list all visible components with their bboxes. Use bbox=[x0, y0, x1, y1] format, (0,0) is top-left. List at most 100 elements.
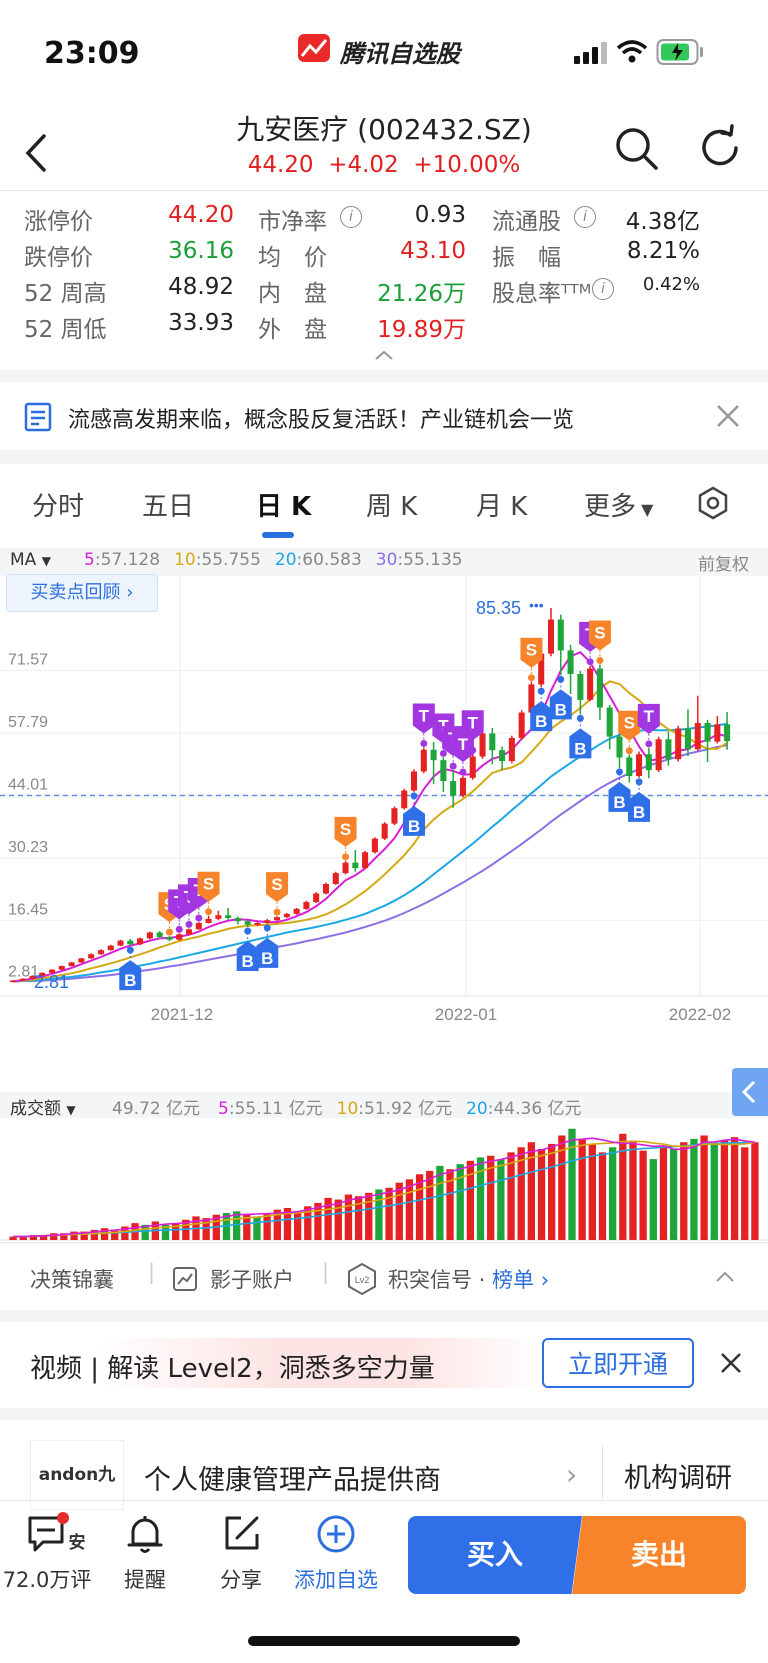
chart-expand-button[interactable] bbox=[732, 1068, 768, 1116]
trade-marker-t[interactable]: T bbox=[451, 732, 474, 776]
trade-marker-s[interactable]: S bbox=[520, 637, 543, 682]
chart-settings-icon[interactable] bbox=[696, 486, 730, 520]
refresh-icon[interactable] bbox=[696, 124, 744, 172]
trade-review-button[interactable]: 买卖点回顾 › bbox=[6, 574, 158, 612]
candle bbox=[352, 849, 359, 872]
volume-bar bbox=[375, 1189, 383, 1240]
volume-legend: 成交额 ▼ 49.72 亿元 5:55.11 亿元 10:51.92 亿元 20:4… bbox=[0, 1092, 768, 1119]
info-icon[interactable]: i bbox=[592, 278, 614, 300]
ranking-link[interactable]: 榜单 bbox=[492, 1268, 535, 1292]
candle bbox=[68, 961, 75, 967]
share-button[interactable]: 分享 bbox=[196, 1512, 286, 1594]
chevron-up-icon[interactable] bbox=[714, 1270, 736, 1284]
tools-separator: | bbox=[148, 1260, 156, 1284]
candle bbox=[234, 916, 241, 925]
price-adjust-mode[interactable]: 前复权 bbox=[698, 555, 749, 575]
comments-button[interactable]: 72.0万评 bbox=[2, 1512, 92, 1594]
decision-tips-link[interactable]: 决策锦囊 bbox=[30, 1268, 114, 1292]
tab-five-day[interactable]: 五日 bbox=[142, 492, 195, 522]
add-watchlist-button[interactable]: 添加自选 bbox=[290, 1512, 382, 1594]
sell-button[interactable]: 卖出 bbox=[572, 1516, 746, 1594]
open-level2-button[interactable]: 立即开通 bbox=[542, 1338, 694, 1388]
trade-marker-b[interactable]: B bbox=[256, 924, 279, 968]
signal-link[interactable]: 积突信号 · 榜单 › bbox=[388, 1268, 550, 1292]
trade-marker-s[interactable]: S bbox=[197, 871, 220, 916]
remind-button[interactable]: 提醒 bbox=[100, 1512, 190, 1594]
institution-research-link[interactable]: 机构调研 bbox=[624, 1463, 732, 1494]
dropdown-caret-icon: ▼ bbox=[41, 554, 51, 568]
quote-label: 振 幅 bbox=[492, 245, 561, 271]
candle bbox=[166, 936, 173, 942]
close-icon[interactable] bbox=[712, 400, 744, 432]
chevron-right-icon: › bbox=[534, 1268, 550, 1292]
volume-bar bbox=[19, 1236, 27, 1240]
tab-more[interactable]: 更多 ▼ bbox=[584, 486, 653, 523]
tab-daily-k[interactable]: 日 K bbox=[256, 492, 312, 522]
buy-button[interactable]: 买入 bbox=[408, 1516, 582, 1594]
trade-marker-s[interactable]: S bbox=[618, 710, 641, 755]
video-banner-text[interactable]: 视频 | 解读 Level2，洞悉多空力量 bbox=[30, 1354, 435, 1384]
level2-badge-icon: Lv2 bbox=[348, 1262, 376, 1296]
volume-bar bbox=[507, 1152, 515, 1240]
remind-label: 提醒 bbox=[124, 1568, 166, 1592]
x-tick-label: 2022-01 bbox=[435, 1005, 497, 1024]
svg-text:S: S bbox=[624, 714, 635, 733]
news-icon bbox=[24, 402, 52, 432]
tab-weekly-k[interactable]: 周 K bbox=[366, 492, 418, 522]
volume-bar bbox=[710, 1143, 718, 1240]
info-icon[interactable]: i bbox=[574, 206, 596, 228]
trade-marker-b[interactable]: B bbox=[403, 792, 426, 836]
volume-selector[interactable]: 成交额 ▼ bbox=[10, 1094, 76, 1119]
trade-marker-b[interactable]: B bbox=[608, 768, 631, 812]
close-icon[interactable] bbox=[716, 1348, 746, 1378]
volume-ma-value: 55.11 亿元 bbox=[234, 1099, 323, 1119]
company-description[interactable]: 个人健康管理产品提供商 bbox=[144, 1465, 441, 1496]
volume-bar bbox=[9, 1236, 17, 1240]
volume-bar bbox=[741, 1147, 749, 1240]
ma10-line bbox=[12, 680, 728, 983]
tab-intraday[interactable]: 分时 bbox=[32, 492, 85, 522]
candle bbox=[724, 712, 731, 750]
trade-marker-t[interactable]: T bbox=[637, 703, 660, 748]
ma-colon: : bbox=[195, 550, 202, 570]
comment-icon bbox=[28, 1512, 69, 1552]
volume-bar bbox=[263, 1213, 271, 1240]
kline-chart[interactable]: 71.57 57.79 44.01 30.23 16.45 2.81 2021-12 2022… bbox=[0, 576, 768, 1056]
search-icon[interactable] bbox=[612, 124, 660, 172]
min-price-label: 2.81 bbox=[34, 972, 69, 992]
ma-selector[interactable]: MA ▼ bbox=[10, 550, 51, 570]
news-headline[interactable]: 流感高发期来临，概念股反复活跃！产业链机会一览 bbox=[68, 408, 575, 433]
candle bbox=[283, 912, 290, 918]
tab-monthly-k[interactable]: 月 K bbox=[476, 492, 528, 522]
battery-icon bbox=[656, 39, 703, 65]
x-tick-label: 2021-12 bbox=[151, 1005, 213, 1024]
trade-marker-t[interactable]: T bbox=[461, 710, 484, 754]
ma-item: 10:55.755 bbox=[174, 550, 261, 570]
trade-marker-b[interactable]: B bbox=[119, 946, 142, 991]
svg-text:S: S bbox=[340, 820, 351, 839]
candle bbox=[29, 975, 36, 980]
trade-marker-b[interactable]: B bbox=[530, 687, 553, 732]
trade-marker-s[interactable]: S bbox=[266, 872, 289, 916]
app-name: 腾讯自选股 bbox=[340, 40, 460, 68]
candle bbox=[244, 920, 251, 928]
back-button[interactable] bbox=[18, 128, 58, 178]
trade-marker-b[interactable]: B bbox=[549, 675, 572, 720]
collapse-chevron-icon[interactable] bbox=[372, 348, 396, 362]
x-tick-label: 2022-02 bbox=[669, 1005, 731, 1024]
candle bbox=[156, 931, 163, 939]
info-icon[interactable]: i bbox=[340, 206, 362, 228]
volume-chart[interactable] bbox=[0, 1116, 768, 1242]
trade-marker-s[interactable]: S bbox=[588, 620, 611, 664]
trade-marker-b[interactable]: B bbox=[628, 778, 651, 822]
trade-marker-b[interactable]: B bbox=[569, 714, 592, 759]
trade-marker-s[interactable]: S bbox=[334, 816, 357, 861]
trade-marker-b[interactable]: B bbox=[236, 927, 259, 972]
candle bbox=[225, 908, 232, 920]
shadow-account-link[interactable]: 影子账户 bbox=[210, 1268, 294, 1292]
trade-marker-t[interactable]: T bbox=[412, 703, 435, 747]
volume-bar bbox=[161, 1224, 170, 1240]
stock-title: 九安医疗 (002432.SZ) bbox=[236, 113, 532, 146]
chevron-right-icon[interactable]: › bbox=[566, 1458, 578, 1491]
svg-text:B: B bbox=[261, 949, 273, 968]
